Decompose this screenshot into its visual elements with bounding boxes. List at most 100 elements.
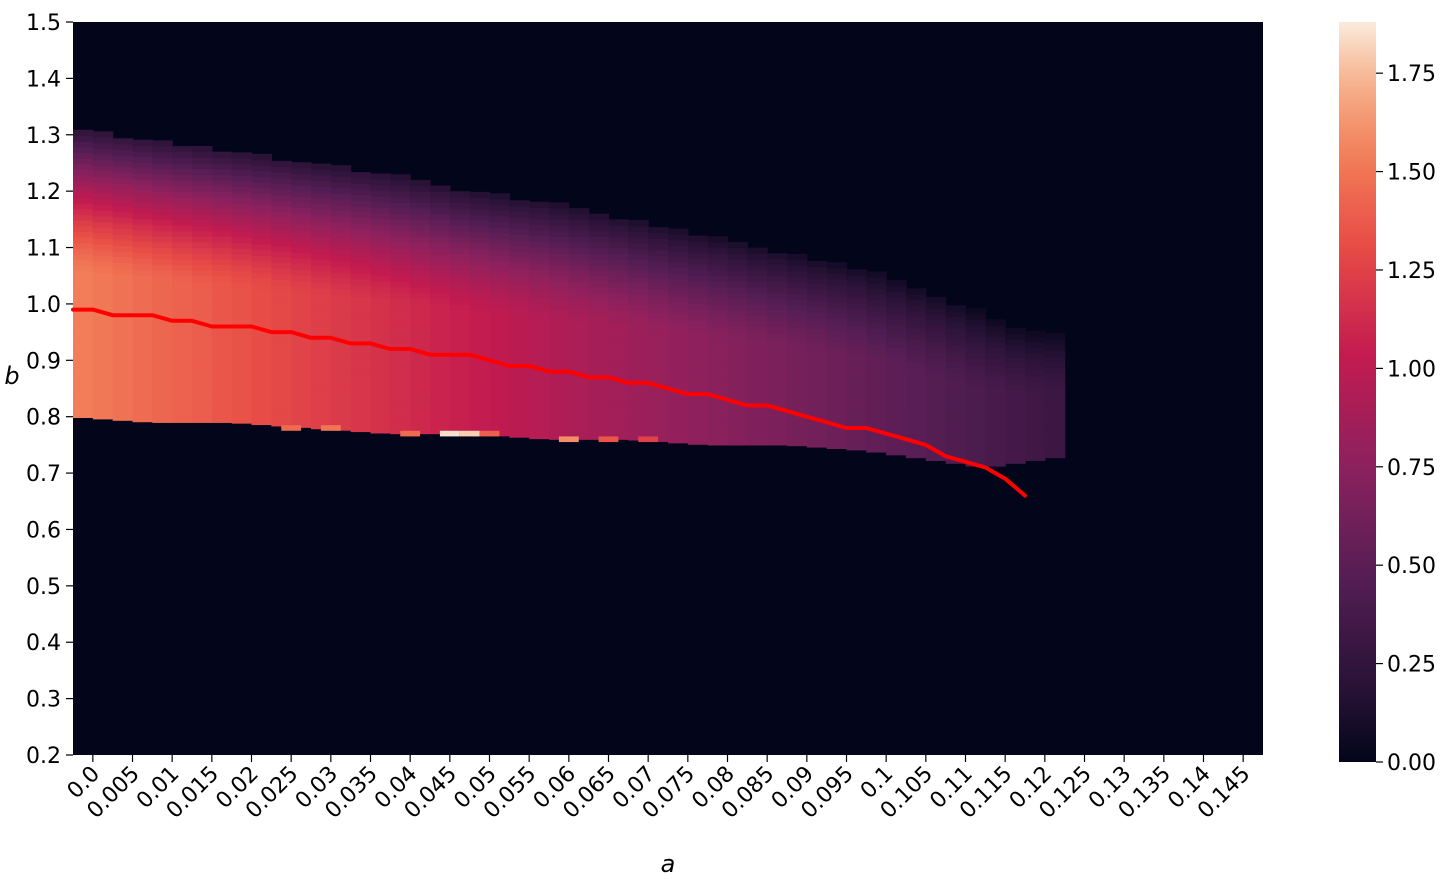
heatmap-cell [549,394,570,401]
heatmap-cell [588,287,610,294]
heatmap-cell [390,202,411,209]
heatmap-cell [430,241,451,249]
heatmap-cell [112,279,134,286]
heatmap-cell [469,321,491,328]
heatmap-cell [608,371,629,378]
heatmap-cell [390,264,411,271]
heatmap-cell [430,258,451,266]
heatmap-cell [925,398,947,405]
heatmap-cell [370,235,391,242]
heatmap-cell [330,407,352,414]
heatmap-cell [1025,392,1046,399]
heatmap-cell [549,371,570,378]
heatmap-cell [370,404,391,411]
heatmap-cell [152,179,173,187]
heatmap-cell [727,281,748,288]
heatmap-cell [767,365,788,373]
heatmap-cell [489,283,510,290]
heatmap-cell [568,405,590,412]
heatmap-cell [330,294,352,301]
heatmap-cell [707,315,729,322]
heatmap-cell [628,361,649,368]
heatmap-cell [588,253,610,260]
heatmap-cell [330,300,352,307]
heatmap-cell [449,191,471,198]
heatmap-cell [172,303,193,311]
heatmap-cell [271,408,292,416]
heatmap-cell [390,287,411,294]
heatmap-cell [707,377,729,384]
heatmap-cell [747,405,768,412]
heatmap-cell [469,225,491,232]
heatmap-cell [350,335,372,342]
heatmap-cell [449,236,471,243]
heatmap-cell [449,253,471,260]
heatmap-cell [271,245,292,252]
heatmap-bright-cell [459,430,480,437]
heatmap-cell [271,284,292,292]
heatmap-cell [211,416,233,423]
heatmap-cell [271,380,292,387]
heatmap-cell [648,289,669,296]
heatmap-cell [390,270,411,277]
heatmap-cell [192,388,213,395]
heatmap-cell [410,388,431,395]
heatmap-cell [787,344,808,351]
heatmap-cell [311,231,332,238]
heatmap-cell [410,298,431,305]
heatmap-cell [886,437,907,445]
heatmap-cell [727,349,748,356]
heatmap-cell [330,187,352,194]
heatmap-cell [231,349,253,356]
heatmap-cell [588,416,610,423]
heatmap-cell [231,304,253,311]
heatmap-cell [1025,330,1046,337]
heatmap-cell [211,320,233,328]
heatmap-cell [311,163,332,170]
heatmap-cell [767,394,788,401]
heatmap-cell [687,393,709,400]
heatmap-cell [152,185,173,192]
heatmap-cell [549,411,570,418]
heatmap-cell [787,400,808,407]
heatmap-cell [311,327,332,334]
heatmap-cell [568,236,590,243]
heatmap-cell [152,349,173,356]
heatmap-cell [588,382,610,390]
heatmap-cell [608,241,629,249]
heatmap-cell [668,392,689,399]
heatmap-cell [826,392,848,399]
heatmap-cell [668,380,689,387]
heatmap-cell [886,313,907,321]
heatmap-cell [707,382,729,390]
heatmap-cell [568,332,590,339]
heatmap-cell [707,405,729,412]
heatmap-cell [787,349,808,356]
heatmap-cell [588,292,610,299]
heatmap-cell [330,221,352,228]
heatmap-cell [112,301,134,309]
heatmap-cell [370,241,391,248]
heatmap-cell [568,270,590,277]
heatmap-cell [291,291,312,299]
heatmap-cell [747,422,768,429]
heatmap-cell [846,393,867,400]
heatmap-cell [628,220,649,227]
heatmap-cell [628,383,649,390]
heatmap-cell [588,320,610,328]
heatmap-cell [92,289,114,296]
heatmap-cell [112,160,134,168]
heatmap-cell [430,264,451,271]
heatmap-cell [707,253,729,260]
heatmap-cell [925,358,947,366]
heatmap-cell [826,318,848,325]
heatmap-cell [152,343,173,350]
heatmap-cell [1005,327,1026,335]
heatmap-cell [449,230,471,237]
heatmap-cell [925,404,947,411]
heatmap-cell [152,371,173,378]
heatmap-cell [112,194,134,201]
heatmap-cell [410,179,431,187]
heatmap-cell [767,416,788,423]
heatmap-cell [529,404,550,411]
